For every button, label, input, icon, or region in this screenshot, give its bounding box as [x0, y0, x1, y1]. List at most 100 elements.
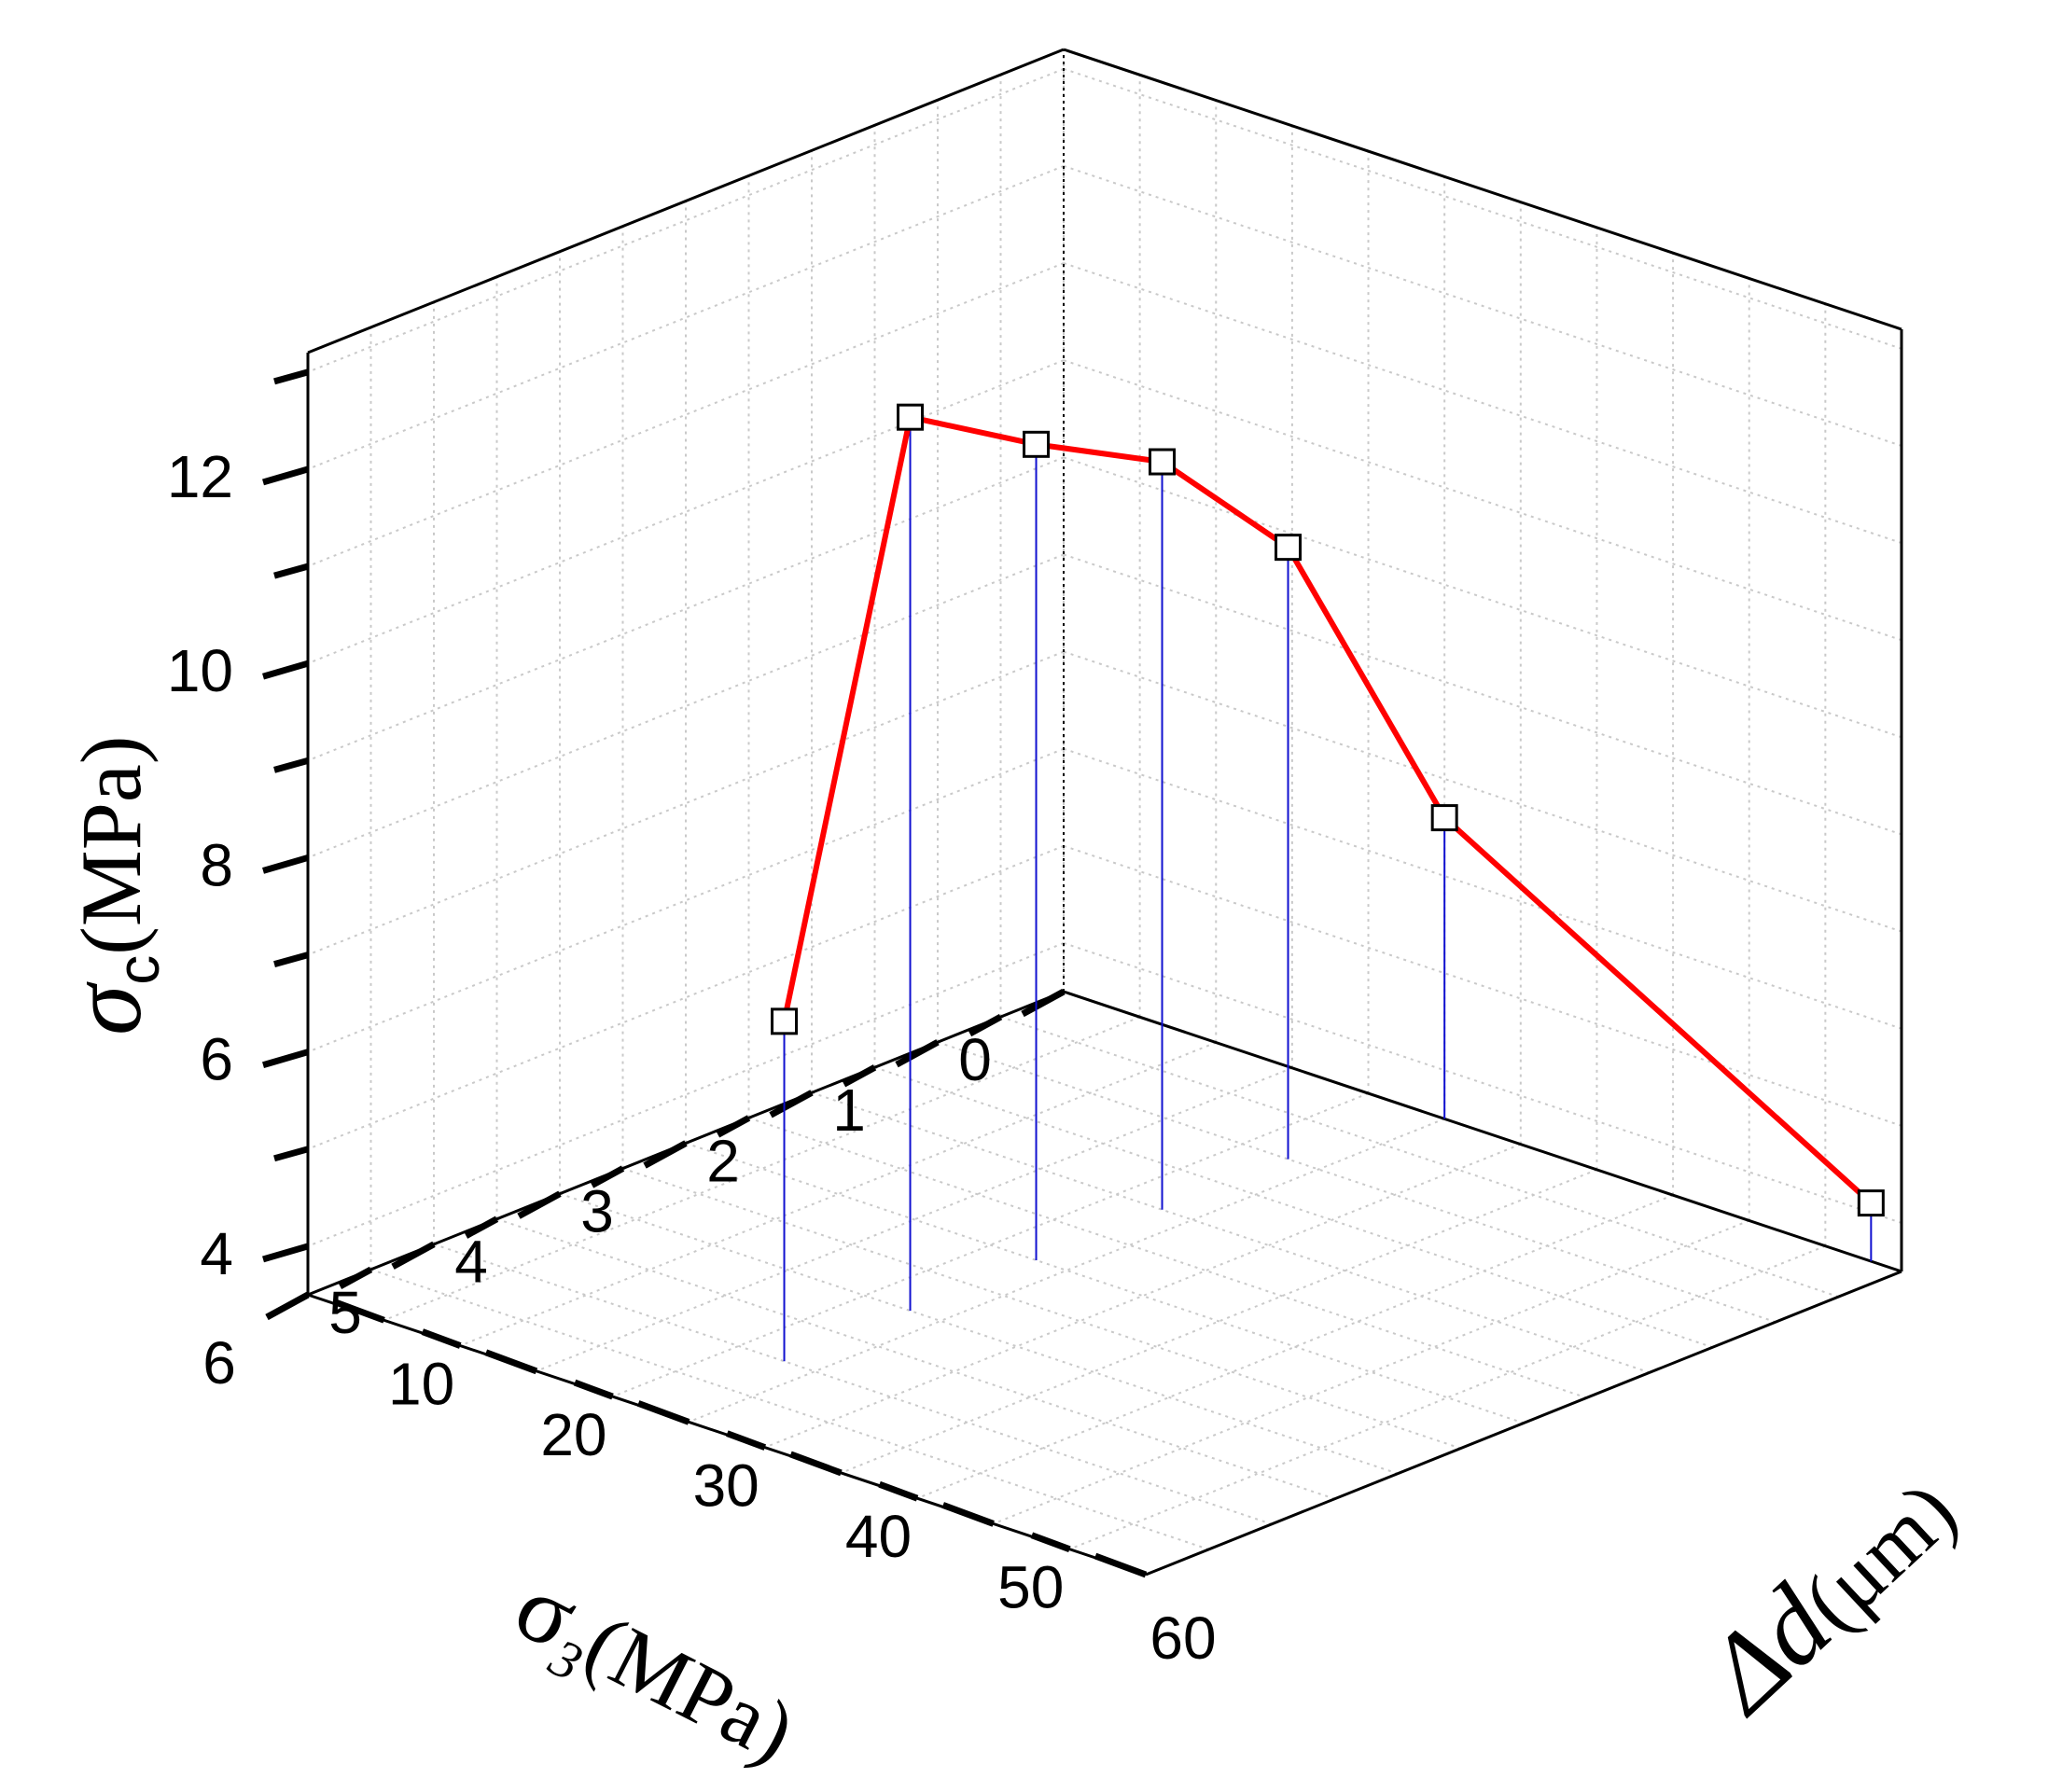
grid-line	[459, 1041, 1217, 1347]
grid-line	[536, 1066, 1293, 1372]
y-minor-tick	[878, 1480, 919, 1502]
grid-line	[937, 1041, 1776, 1324]
z-minor-tick	[273, 952, 309, 967]
y-tick-label: 30	[693, 1452, 759, 1519]
grid-line	[1063, 747, 1902, 1030]
x-tick-label: 4	[454, 1229, 488, 1296]
x-major-tick	[1021, 988, 1066, 1018]
grid-line	[1063, 456, 1902, 739]
y-major-tick	[484, 1349, 538, 1375]
y-major-tick	[789, 1451, 843, 1477]
z-minor-tick	[273, 563, 309, 579]
y-major-tick	[332, 1298, 385, 1324]
grid-line	[307, 359, 1065, 665]
grid-line	[688, 1118, 1445, 1424]
z-tick-label: 10	[167, 637, 233, 704]
grid-line	[307, 650, 1065, 956]
x-major-tick	[895, 1039, 940, 1068]
grid-line	[1000, 1016, 1839, 1299]
z-major-tick	[262, 1049, 309, 1069]
grid-line	[433, 1243, 1273, 1525]
x-tick-label: 0	[958, 1026, 992, 1093]
grid-line	[307, 747, 1065, 1053]
box-edge	[1145, 1270, 1902, 1577]
y-minor-tick	[1030, 1532, 1071, 1553]
grid-line	[1063, 164, 1902, 447]
grid-line	[1063, 67, 1902, 350]
y-major-tick	[636, 1400, 690, 1425]
x-minor-tick	[716, 1115, 751, 1138]
axis-ticks	[262, 368, 1148, 1578]
y-tick-label: 10	[388, 1350, 454, 1417]
grid-line	[559, 1192, 1399, 1475]
x-minor-tick	[590, 1165, 625, 1188]
y-tick-label: 50	[997, 1553, 1064, 1620]
data-point-marker	[1149, 448, 1177, 476]
series-layer	[771, 403, 1885, 1217]
x-major-tick	[517, 1190, 562, 1219]
grid-line	[874, 1066, 1713, 1349]
grid-line	[307, 553, 1065, 859]
grid-line	[307, 942, 1065, 1247]
x-major-tick	[391, 1241, 436, 1270]
grid-line	[307, 165, 1065, 470]
z-major-tick	[262, 660, 309, 680]
grid-line	[1063, 650, 1902, 933]
z-tick-label: 4	[200, 1220, 233, 1287]
x-tick-label: 3	[580, 1178, 614, 1245]
box-edge	[1063, 48, 1902, 331]
x-minor-tick	[464, 1216, 499, 1239]
grid-line	[383, 1016, 1141, 1322]
z-major-tick	[262, 1243, 309, 1263]
x-axis-title: σ3(MPa)	[494, 1551, 814, 1792]
y-tick-label: 60	[1149, 1604, 1216, 1672]
data-point-marker	[771, 1007, 799, 1035]
grid-line	[841, 1168, 1597, 1474]
grid-line	[993, 1219, 1750, 1525]
y-major-tick	[941, 1502, 995, 1527]
z-minor-tick	[273, 1146, 309, 1162]
grid-line	[685, 1142, 1525, 1424]
grid-line	[307, 262, 1065, 568]
box-edge	[307, 48, 1065, 354]
data-point-marker	[897, 403, 925, 431]
z-minor-tick	[273, 368, 309, 385]
grid-line	[307, 67, 1065, 373]
x-major-tick	[769, 1090, 814, 1118]
grid-line	[811, 1091, 1651, 1374]
grid-layer	[307, 49, 1902, 1576]
grid-line	[1063, 262, 1902, 545]
y-minor-tick	[573, 1379, 614, 1400]
y-minor-tick	[421, 1328, 462, 1349]
drop-lines	[783, 417, 1873, 1362]
grid-line	[622, 1167, 1461, 1450]
grid-line	[307, 456, 1065, 762]
box-edges	[306, 48, 1903, 1577]
x-major-tick	[643, 1140, 688, 1169]
data-point-marker	[1857, 1189, 1885, 1217]
y-axis-title: Δd(μm)	[1679, 1447, 1977, 1736]
z-major-tick	[262, 854, 309, 874]
z-tick-label: 6	[200, 1026, 233, 1093]
data-point-marker	[1023, 430, 1051, 458]
grid-line	[916, 1194, 1674, 1500]
z-tick-label: 12	[167, 443, 233, 510]
y-minor-tick	[726, 1430, 767, 1451]
z-tick-label: 8	[200, 831, 233, 898]
x-tick-label: 5	[328, 1279, 362, 1346]
grid-line	[764, 1143, 1522, 1449]
grid-line	[1068, 1244, 1826, 1550]
grid-line	[612, 1092, 1369, 1398]
grid-line	[307, 844, 1065, 1150]
grid-line	[1063, 359, 1902, 642]
grid-line	[1063, 844, 1902, 1127]
y-tick-label: 20	[540, 1401, 606, 1468]
x-tick-label: 1	[832, 1077, 866, 1144]
data-point-marker	[1430, 804, 1458, 832]
grid-line	[370, 1268, 1209, 1550]
grid-line	[748, 1117, 1587, 1399]
z-axis-title: σc(MPa)	[49, 736, 172, 1035]
box-edge	[1063, 990, 1902, 1273]
y-tick-label: 40	[845, 1503, 912, 1570]
